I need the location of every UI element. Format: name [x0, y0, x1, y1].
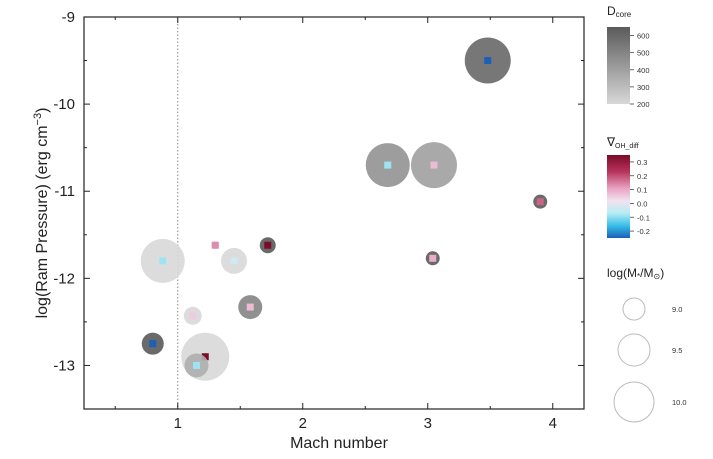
point-core [484, 57, 492, 65]
x-tick-label: 3 [424, 415, 432, 432]
dcore-tick-label: 600 [637, 32, 650, 41]
legend-grad-oh-title: ∇OH_diff [606, 135, 639, 150]
mass-legend-circle [613, 381, 655, 423]
mass-legend-circle [617, 333, 651, 367]
point-core [536, 198, 544, 206]
legend-dcore: Dcore 600 500 400 300 200 [607, 4, 650, 109]
grad-tick-label: 0.0 [637, 199, 647, 208]
mass-legend-label: 10.0 [672, 398, 687, 407]
y-tick-label: -9 [62, 9, 75, 26]
point-core [159, 257, 167, 265]
grad-tick-label: -0.1 [637, 213, 650, 222]
y-tick-label: -10 [53, 96, 75, 113]
point-core [230, 257, 238, 265]
x-tick-label: 4 [549, 415, 557, 432]
point-core [264, 241, 272, 249]
legend-mass-title: log(M*/M⊙) [607, 266, 664, 281]
grad-tick-label: 0.3 [637, 158, 647, 167]
mass-legend-label: 9.5 [672, 346, 682, 355]
x-axis-ticks: 1 2 3 4 [114, 17, 557, 432]
dcore-tick-label: 500 [637, 49, 650, 58]
grad-tick-label: 0.2 [637, 172, 647, 181]
point-core [429, 254, 437, 262]
point-core [430, 161, 438, 169]
point-core [189, 312, 197, 320]
y-axis-ticks: -9 -10 -11 -12 -13 [53, 9, 584, 374]
legend-dcore-title: Dcore [607, 4, 632, 19]
point-core [246, 303, 254, 311]
dcore-tick-label: 200 [637, 100, 650, 109]
grad-tick-label: -0.2 [637, 227, 650, 236]
x-axis-title: Mach number [290, 435, 388, 452]
mass-legend-circle [622, 297, 646, 321]
x-tick-label: 2 [299, 415, 307, 432]
plot-frame [83, 16, 585, 410]
legend-mass: log(M*/M⊙) 9.0 9.5 10.0 [607, 266, 687, 423]
x-tick-label: 1 [174, 415, 182, 432]
mass-legend-label: 9.0 [672, 305, 682, 314]
point-core [149, 340, 157, 348]
dcore-tick-label: 300 [637, 83, 650, 92]
y-tick-label: -12 [53, 270, 75, 287]
dcore-tick-label: 400 [637, 66, 650, 75]
legend-grad-oh: ∇OH_diff 0.3 0.2 0.1 0.0 -0.1 -0.2 [606, 135, 650, 238]
legend-dcore-colorbar [607, 27, 630, 104]
grad-tick-label: 0.1 [637, 186, 647, 195]
data-points [140, 37, 548, 381]
y-axis-title: log(Ram Pressure) (erg cm−3) [32, 108, 51, 319]
point-core [201, 353, 209, 361]
legend-grad-oh-colorbar [607, 155, 630, 238]
point-core [193, 361, 200, 369]
point-core [384, 161, 392, 169]
y-tick-label: -13 [53, 357, 75, 374]
y-tick-label: -11 [54, 183, 75, 200]
point-core [211, 241, 219, 249]
